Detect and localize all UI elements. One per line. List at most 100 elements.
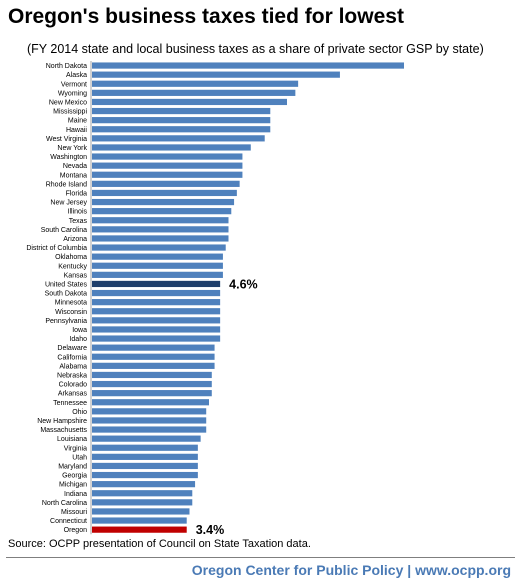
bar-iowa (92, 326, 221, 333)
bar-west-virginia (92, 135, 265, 142)
bar-missouri (92, 508, 190, 515)
category-label-alabama: Alabama (59, 363, 87, 370)
category-label-arkansas: Arkansas (58, 391, 88, 398)
value-label-oregon: 3.4% (196, 523, 225, 537)
bar-mississippi (92, 107, 271, 115)
category-label-montana: Montana (60, 172, 87, 179)
category-label-kentucky: Kentucky (58, 263, 87, 270)
category-label-north-carolina: North Carolina (42, 500, 87, 507)
bar-minnesota (92, 299, 221, 306)
bar-georgia (92, 471, 198, 479)
category-label-illinois: Illinois (68, 209, 88, 216)
bar-arkansas (92, 390, 212, 397)
bar-arizona (92, 235, 229, 242)
bar-oklahoma (92, 253, 223, 260)
category-label-wyoming: Wyoming (58, 90, 87, 97)
category-label-kansas: Kansas (64, 272, 88, 279)
bar-new-hampshire (92, 417, 207, 424)
category-label-new-jersey: New Jersey (50, 200, 87, 207)
category-label-nebraska: Nebraska (57, 372, 87, 379)
bar-rhode-island (92, 180, 240, 187)
category-label-georgia: Georgia (62, 473, 87, 480)
bar-montana (92, 171, 243, 178)
bar-kentucky (92, 262, 223, 269)
category-label-nevada: Nevada (63, 163, 87, 170)
bar-wyoming (92, 89, 296, 96)
bar-oregon (92, 526, 187, 533)
category-label-new-york: New York (57, 145, 87, 152)
category-label-virginia: Virginia (64, 445, 87, 452)
footer-divider (6, 557, 515, 558)
source-note: Source: OCPP presentation of Council on … (8, 538, 311, 550)
category-label-florida: Florida (66, 190, 88, 197)
category-label-ohio: Ohio (72, 409, 87, 416)
bar-ohio (92, 408, 207, 415)
category-label-michigan: Michigan (59, 482, 87, 489)
category-label-north-dakota: North Dakota (46, 63, 87, 70)
bar-maryland (92, 462, 198, 470)
category-label-wisconsin: Wisconsin (55, 309, 87, 316)
bar-district-of-columbia (92, 244, 226, 251)
category-label-oklahoma: Oklahoma (55, 254, 87, 261)
bar-alaska (92, 71, 340, 78)
bar-utah (92, 453, 198, 460)
bar-kansas (92, 271, 223, 278)
category-label-louisiana: Louisiana (57, 436, 87, 443)
bar-north-carolina (92, 499, 193, 506)
bar-idaho (92, 335, 221, 342)
category-label-alaska: Alaska (66, 72, 87, 79)
category-label-hawaii: Hawaii (66, 127, 87, 134)
category-label-oregon: Oregon (64, 527, 87, 534)
category-label-minnesota: Minnesota (55, 300, 87, 307)
bar-texas (92, 217, 229, 224)
bar-alabama (92, 362, 215, 369)
bar-connecticut (92, 517, 187, 524)
category-label-united-states: United States (45, 281, 88, 288)
category-label-connecticut: Connecticut (50, 518, 87, 525)
category-label-rhode-island: Rhode Island (46, 181, 87, 188)
bar-louisiana (92, 435, 201, 442)
bar-delaware (92, 344, 215, 351)
category-label-massachusetts: Massachusetts (40, 427, 87, 434)
bar-illinois (92, 208, 232, 215)
bar-virginia (92, 444, 198, 451)
bar-california (92, 353, 215, 360)
value-label-united-states: 4.6% (229, 277, 258, 291)
bar-maine (92, 117, 271, 124)
bar-wisconsin (92, 308, 221, 315)
category-label-arizona: Arizona (63, 236, 87, 243)
bar-nevada (92, 162, 243, 169)
category-label-mississippi: Mississippi (53, 109, 87, 116)
category-label-new-mexico: New Mexico (49, 99, 87, 106)
category-label-south-carolina: South Carolina (41, 227, 87, 234)
bar-vermont (92, 80, 299, 87)
bar-massachusetts (92, 426, 207, 433)
bar-hawaii (92, 126, 271, 133)
category-label-colorado: Colorado (59, 382, 88, 389)
bar-pennsylvania (92, 317, 221, 324)
bar-new-mexico (92, 98, 287, 106)
bar-tennessee (92, 399, 209, 406)
bar-nebraska (92, 371, 212, 379)
bar-south-dakota (92, 289, 221, 297)
bar-north-dakota (92, 62, 404, 69)
category-label-california: California (57, 354, 87, 361)
chart-subtitle: (FY 2014 state and local business taxes … (27, 42, 484, 56)
category-label-vermont: Vermont (61, 81, 87, 88)
bar-indiana (92, 490, 193, 497)
bar-united-states (92, 280, 221, 288)
category-label-iowa: Iowa (72, 327, 87, 334)
bar-south-carolina (92, 226, 229, 233)
category-label-maryland: Maryland (58, 463, 87, 470)
category-label-south-dakota: South Dakota (45, 291, 88, 298)
category-label-missouri: Missouri (61, 509, 88, 516)
category-label-pennsylvania: Pennsylvania (45, 318, 87, 325)
bar-new-jersey (92, 198, 235, 206)
category-label-utah: Utah (72, 454, 87, 461)
category-label-texas: Texas (69, 218, 88, 225)
category-label-new-hampshire: New Hampshire (37, 418, 87, 425)
bar-michigan (92, 481, 196, 488)
category-label-district-of-columbia: District of Columbia (26, 245, 87, 252)
